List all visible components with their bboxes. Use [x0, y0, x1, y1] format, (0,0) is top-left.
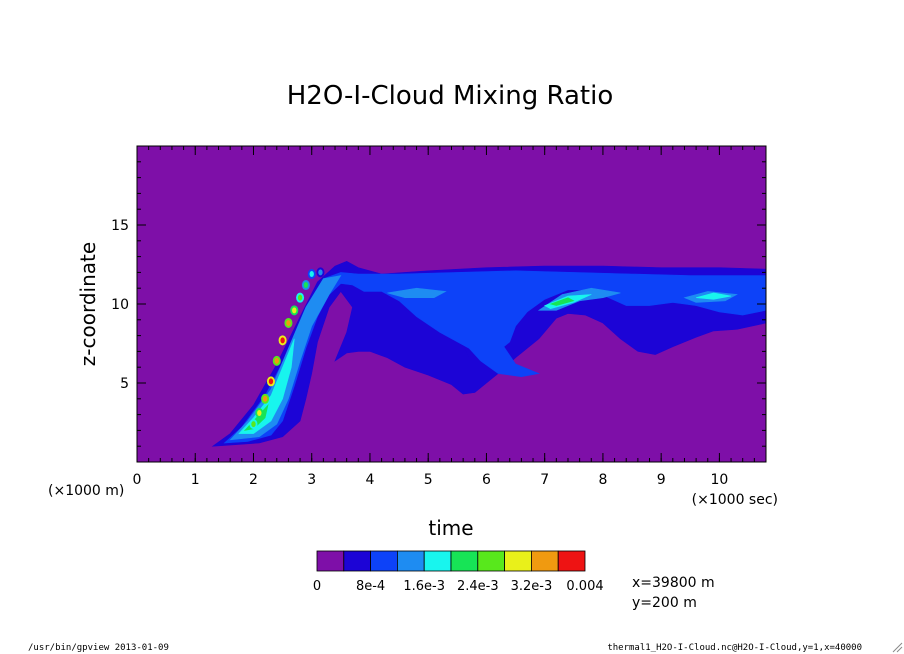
cell-core-3	[297, 294, 303, 301]
cell-core-11	[251, 421, 256, 428]
contour-region-6	[387, 287, 447, 299]
cell-core-0	[309, 270, 314, 277]
colorbar-swatch-5	[450, 550, 479, 572]
colorbar-label-3: 2.4e-3	[457, 579, 499, 594]
cell-core-10	[257, 410, 262, 417]
colorbar-swatch-8	[531, 550, 559, 572]
axes: 0 1 2 3 4 5 6 7 8 9 10 5 10 15	[111, 145, 767, 488]
x-tick-label-9: 9	[657, 472, 666, 488]
colorbar-label-5: 0.004	[566, 579, 603, 594]
x-tick-label-5: 5	[424, 472, 433, 488]
cell-core-2	[303, 282, 309, 289]
colorbar-label-4: 3.2e-3	[511, 579, 553, 594]
colorbar-swatch-3	[396, 550, 425, 572]
colorbar-swatch-6	[477, 550, 505, 572]
x-tick-label-1: 1	[191, 472, 200, 488]
cell-core-7	[274, 357, 279, 364]
y-axis-label: z-coordinate	[76, 242, 100, 366]
colorbar-swatch-9	[557, 550, 586, 572]
colorbar-label-2: 1.6e-3	[403, 579, 445, 594]
x-tick-label-8: 8	[598, 472, 607, 488]
cell-core-4	[292, 307, 297, 314]
contour-region-2	[223, 270, 767, 444]
x-tick-label-10: 10	[710, 472, 728, 488]
contour-regions	[211, 260, 767, 447]
y-scale-label: (×1000 m)	[48, 483, 124, 499]
cell-core-5	[286, 319, 291, 326]
cell-markers	[249, 267, 325, 430]
contour-region-9	[696, 292, 732, 300]
y-tick-label-1: 10	[111, 297, 129, 313]
colorbar-swatch-1	[343, 550, 371, 572]
colorbar-swatch-4	[423, 550, 452, 572]
footer-right: thermal1_H2O-I-Cloud.nc@H2O-I-Cloud,y=1,…	[607, 643, 862, 653]
cell-core-1	[318, 269, 323, 276]
x-tick-label-3: 3	[307, 472, 316, 488]
x-tick-label-6: 6	[482, 472, 491, 488]
y-tick-label-2: 15	[111, 218, 129, 234]
cell-core-9	[262, 395, 268, 402]
annotation-x: x=39800 m	[632, 575, 715, 591]
colorbar-label-1: 8e-4	[356, 579, 385, 594]
cell-core-6	[280, 337, 285, 344]
colorbar: 0 8e-4 1.6e-3 2.4e-3 3.2e-3 0.004	[313, 550, 604, 594]
x-axis-label: time	[428, 516, 473, 540]
colorbar-swatch-7	[504, 550, 532, 572]
colorbar-label-0: 0	[313, 579, 321, 594]
chart-title: H2O-I-Cloud Mixing Ratio	[287, 81, 614, 111]
colorbar-swatch-2	[370, 550, 398, 572]
contour-region-11	[549, 297, 575, 306]
annotation-y: y=200 m	[632, 595, 697, 611]
y-tick-label-0: 5	[120, 376, 129, 392]
cell-core-8	[268, 378, 274, 385]
x-tick-label-2: 2	[249, 472, 258, 488]
x-tick-label-4: 4	[366, 472, 375, 488]
x-scale-label: (×1000 sec)	[692, 492, 778, 508]
footer-left: /usr/bin/gpview 2013-01-09	[28, 643, 169, 653]
colorbar-swatch-0	[316, 550, 345, 572]
x-tick-label-7: 7	[540, 472, 549, 488]
resize-grip-icon[interactable]	[892, 642, 903, 653]
x-tick-label-0: 0	[133, 472, 142, 488]
contour-region-7	[238, 338, 295, 434]
